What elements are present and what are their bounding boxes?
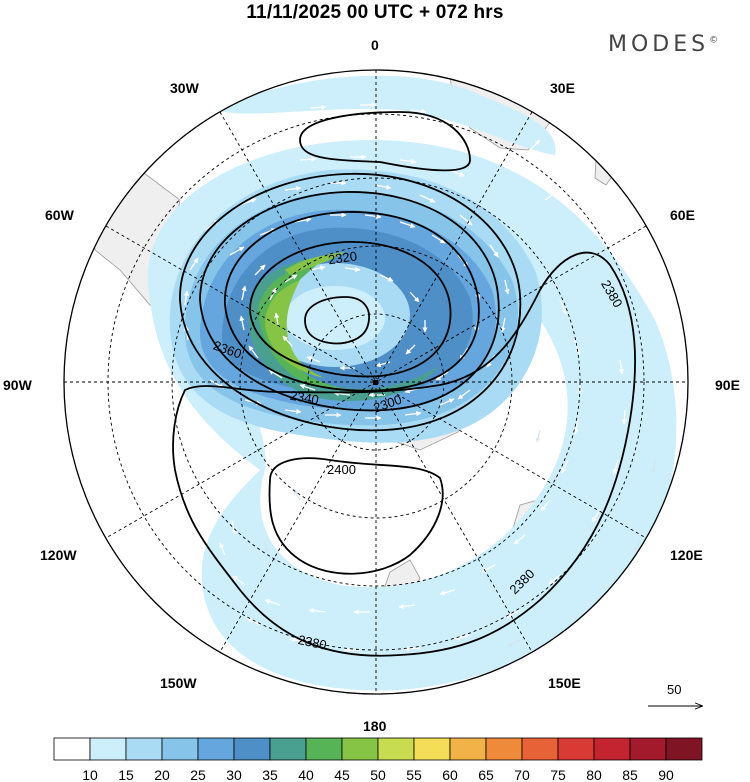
- shade-10-jet-ring: [147, 140, 677, 691]
- colorbar-tick-label: 55: [406, 767, 422, 782]
- colorbar-box: [593, 737, 631, 761]
- contour-2380-big: [172, 251, 636, 657]
- colorbar-tick-label: 90: [658, 767, 674, 782]
- land-madagascar: [594, 147, 619, 186]
- colorbar-tick-label: 85: [622, 767, 638, 782]
- colorbar-tick-label: 25: [190, 767, 206, 782]
- colorbar-box: [521, 737, 559, 761]
- logo-mark: ©: [709, 35, 719, 46]
- shade-10-top: [215, 75, 556, 155]
- contour-2380-top: [299, 111, 471, 172]
- colorbar-tick-label: 50: [370, 767, 386, 782]
- longitude-labels: 0 30E 60E 90E 120E 150E 180 150W 120W 90…: [3, 37, 740, 734]
- colorbar-boxes: [53, 737, 703, 761]
- lon-label-30e: 30E: [550, 80, 575, 96]
- colorbar-box: [269, 737, 307, 761]
- colorbar-tick-label: 40: [298, 767, 314, 782]
- colorbar-box: [413, 737, 451, 761]
- colorbar-tick-label: 75: [550, 767, 566, 782]
- lon-label-60e: 60E: [670, 207, 695, 223]
- reference-vector: 50: [648, 682, 702, 706]
- lon-label-90e: 90E: [715, 377, 740, 393]
- colorbar-tick-labels: 10 15 20 25 30 35 40 45 50 55 60 65 70 75 80 85 90: [82, 767, 674, 782]
- colorbar-tick-label: 60: [442, 767, 458, 782]
- contour-2340: [199, 191, 500, 412]
- modes-logo: MODES©: [608, 32, 718, 57]
- contour-2300: [249, 241, 452, 378]
- contour-2400: [268, 457, 444, 575]
- contour-label: 2380: [297, 632, 328, 653]
- contour-label: 2400: [327, 462, 356, 477]
- colorbar-tick-label: 35: [262, 767, 278, 782]
- chart-title: 11/11/2025 00 UTC + 072 hrs: [246, 2, 504, 23]
- colorbar-tick-label: 15: [118, 767, 134, 782]
- contour-label: 2340: [289, 388, 320, 408]
- reference-vector-label: 50: [667, 682, 681, 697]
- colorbar-tick-label: 20: [154, 767, 170, 782]
- lon-label-120e: 120E: [670, 547, 703, 563]
- colorbar-box: [449, 737, 487, 761]
- colorbar-box: [53, 737, 91, 761]
- colorbar-box: [377, 737, 415, 761]
- height-contours: [172, 111, 636, 657]
- contour-inner-low: [304, 296, 370, 345]
- lon-label-30w: 30W: [170, 80, 200, 96]
- colorbar: 10 15 20 25 30 35 40 45 50 55 60 65 70 75 80 85 90: [53, 737, 703, 782]
- lon-label-60w: 60W: [45, 207, 75, 223]
- colorbar-box: [125, 737, 163, 761]
- colorbar-box: [485, 737, 523, 761]
- lon-label-90w: 90W: [3, 377, 33, 393]
- logo-text: MODES: [608, 32, 710, 57]
- colorbar-box: [161, 737, 199, 761]
- lon-label-0: 0: [371, 37, 379, 53]
- colorbar-box: [665, 737, 703, 761]
- colorbar-box: [197, 737, 235, 761]
- colorbar-box: [89, 737, 127, 761]
- colorbar-tick-label: 80: [586, 767, 602, 782]
- lon-label-180: 180: [363, 718, 387, 734]
- colorbar-box: [341, 737, 379, 761]
- colorbar-tick-label: 10: [82, 767, 98, 782]
- colorbar-box: [305, 737, 343, 761]
- colorbar-tick-label: 45: [334, 767, 350, 782]
- colorbar-box: [629, 737, 667, 761]
- colorbar-tick-label: 70: [514, 767, 530, 782]
- colorbar-tick-label: 65: [478, 767, 494, 782]
- map-frame: [63, 69, 689, 695]
- contour-label: 2320: [327, 248, 358, 267]
- colorbar-box: [233, 737, 271, 761]
- lon-label-120w: 120W: [40, 547, 77, 563]
- south-pole-marker: [373, 380, 378, 385]
- contour-2320-outer: [224, 211, 480, 392]
- lon-label-150e: 150E: [548, 675, 581, 691]
- contour-2360: [179, 172, 522, 432]
- colorbar-tick-label: 30: [226, 767, 242, 782]
- colorbar-box: [557, 737, 595, 761]
- lon-label-150w: 150W: [160, 675, 197, 691]
- polar-map: 2320 2360 2340 2300 2380 2400 2380 2380 …: [3, 37, 740, 734]
